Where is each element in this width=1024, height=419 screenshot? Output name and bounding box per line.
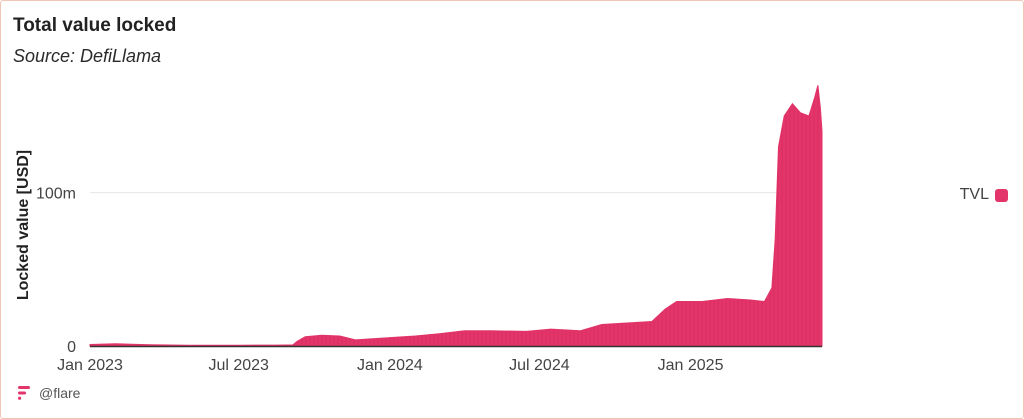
footer-handle: @flare	[39, 385, 81, 401]
x-tick-label: Jul 2023	[208, 357, 269, 374]
x-tick-label: Jan 2023	[57, 357, 123, 374]
flare-logo-icon	[18, 386, 30, 400]
footer: @flare	[18, 385, 80, 401]
legend-label-tvl: TVL	[959, 186, 989, 203]
legend[interactable]: TVL	[960, 186, 1008, 204]
series-tvl-area	[89, 85, 823, 347]
x-tick-label: Jan 2025	[658, 357, 724, 374]
y-tick-label: 0	[67, 339, 76, 356]
x-tick-label: Jan 2024	[357, 357, 423, 374]
legend-swatch-tvl	[995, 188, 1008, 202]
chart-subtitle: Source: DefiLlama	[13, 46, 162, 66]
y-axis-label: Locked value [USD]	[15, 149, 32, 301]
x-tick-label: Jul 2024	[509, 357, 570, 374]
y-tick-label: 100m	[36, 186, 76, 203]
chart-title: Total value locked	[13, 15, 177, 36]
